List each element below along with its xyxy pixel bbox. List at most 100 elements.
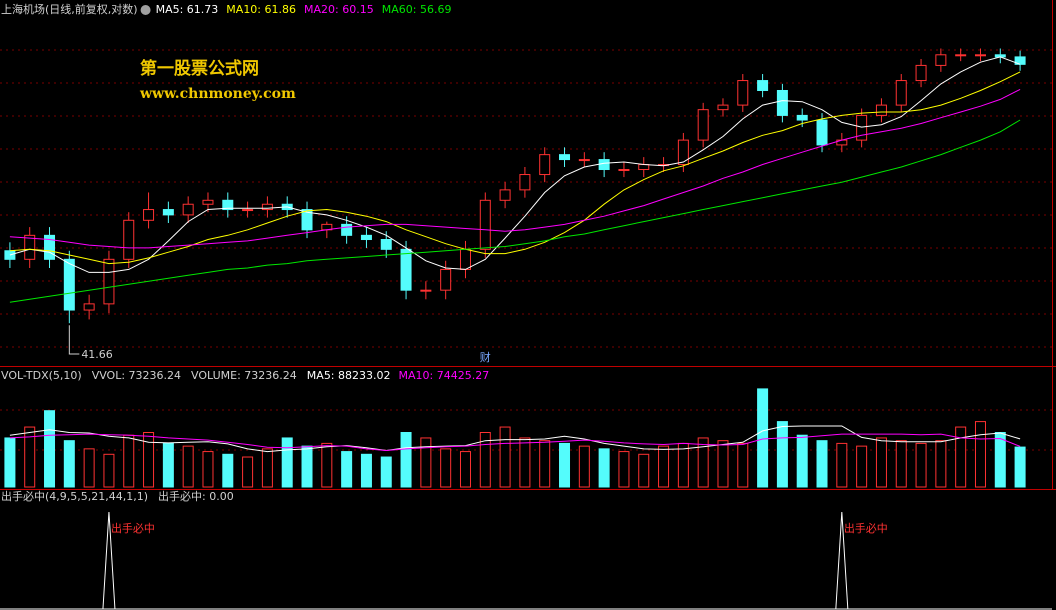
signal-label: 出手必中 bbox=[111, 521, 155, 535]
candle-body bbox=[717, 104, 729, 111]
legend-text: MA10: 61.86 bbox=[226, 3, 296, 16]
volume-bar bbox=[717, 440, 729, 488]
volume-bar bbox=[618, 451, 630, 488]
candle-body bbox=[44, 234, 56, 260]
candle-body bbox=[83, 303, 95, 311]
volume-bar bbox=[915, 442, 927, 488]
volume-bar bbox=[459, 451, 471, 488]
candle-body bbox=[341, 223, 353, 236]
volume-bar bbox=[44, 410, 56, 488]
candle-body bbox=[519, 174, 531, 191]
candle-body bbox=[618, 169, 630, 172]
volume-bar bbox=[697, 437, 709, 488]
candle-body bbox=[856, 114, 868, 141]
candle-body bbox=[301, 209, 313, 231]
candle-body bbox=[757, 80, 769, 91]
candle-body bbox=[895, 80, 907, 106]
volume-bar bbox=[242, 456, 254, 488]
signal-spike bbox=[102, 511, 116, 610]
signal-label: 出手必中 bbox=[844, 521, 888, 535]
volume-bar bbox=[935, 440, 947, 488]
candle-body bbox=[638, 164, 650, 171]
legend-text: MA5: 88233.02 bbox=[307, 369, 391, 382]
volume-bar bbox=[360, 453, 372, 488]
legend-text: MA5: 61.73 bbox=[156, 3, 219, 16]
volume-bar bbox=[796, 434, 808, 488]
legend-text: 出手必中: 0.00 bbox=[158, 489, 234, 503]
marker-label: 财 bbox=[480, 350, 491, 364]
legend-text: MA20: 60.15 bbox=[304, 3, 374, 16]
candle-body bbox=[499, 189, 511, 201]
candle-body bbox=[143, 209, 155, 221]
candle-body bbox=[816, 119, 828, 146]
legend-text: VOL-TDX(5,10) bbox=[1, 369, 82, 382]
volume-ma-line bbox=[9, 425, 1021, 453]
candle-body bbox=[380, 239, 392, 250]
legend-text: MA60: 56.69 bbox=[382, 3, 452, 16]
volume-bar bbox=[301, 445, 313, 488]
volume-bar bbox=[638, 453, 650, 488]
volume-bar bbox=[658, 445, 670, 488]
candle-body bbox=[776, 89, 788, 116]
signal-spike bbox=[835, 511, 849, 610]
volume-bar bbox=[578, 445, 590, 488]
candle-body bbox=[974, 54, 986, 57]
volume-bar bbox=[162, 442, 174, 488]
candle-body bbox=[162, 209, 174, 216]
ma-line bbox=[9, 119, 1021, 303]
volume-bar bbox=[321, 442, 333, 488]
volume-bar bbox=[24, 426, 36, 488]
menu-icon bbox=[140, 5, 151, 15]
volume-bar bbox=[63, 440, 75, 488]
volume-bar bbox=[380, 456, 392, 488]
volume-bar bbox=[776, 421, 788, 488]
candle-body bbox=[261, 203, 273, 211]
volume-ma-line bbox=[9, 433, 1021, 452]
volume-bar bbox=[737, 442, 749, 488]
volume-bar bbox=[261, 448, 273, 488]
legend-text: VOLUME: 73236.24 bbox=[191, 369, 297, 382]
volume-bar bbox=[539, 440, 551, 488]
volume-bar bbox=[341, 451, 353, 488]
volume-bar bbox=[182, 445, 194, 488]
volume-bar bbox=[143, 432, 155, 488]
candle-body bbox=[202, 199, 214, 205]
legend-text: 出手必中(4,9,5,5,21,44,1,1) bbox=[1, 489, 148, 503]
watermark: www.chnmoney.com bbox=[139, 86, 296, 102]
candle-body bbox=[559, 154, 571, 161]
candle-body bbox=[103, 258, 115, 305]
volume-bar bbox=[440, 448, 452, 488]
volume-bar bbox=[559, 442, 571, 488]
volume-bar bbox=[222, 453, 234, 488]
candle-body bbox=[578, 159, 590, 162]
candle-body bbox=[796, 114, 808, 121]
candle-body bbox=[737, 80, 749, 106]
candle-body bbox=[4, 250, 16, 260]
candle-body bbox=[400, 248, 412, 291]
candle-body bbox=[539, 154, 551, 176]
volume-bar bbox=[281, 437, 293, 488]
volume-bar bbox=[83, 448, 95, 488]
candle-body bbox=[440, 268, 452, 291]
legend-text: 上海机场(日线,前复权,对数) bbox=[1, 2, 138, 16]
candle-body bbox=[1014, 56, 1026, 65]
candle-body bbox=[875, 104, 887, 116]
candle-body bbox=[955, 54, 967, 57]
ma-line bbox=[9, 56, 1021, 273]
candle-body bbox=[182, 203, 194, 216]
candle-body bbox=[459, 248, 471, 270]
volume-bar bbox=[955, 426, 967, 488]
candle-body bbox=[123, 219, 135, 260]
volume-bar bbox=[420, 437, 432, 488]
volume-bar bbox=[123, 434, 135, 488]
volume-bar bbox=[856, 445, 868, 488]
volume-bar bbox=[202, 451, 214, 488]
legend-text: VVOL: 73236.24 bbox=[92, 369, 181, 382]
volume-bar bbox=[895, 440, 907, 488]
volume-bar bbox=[1014, 446, 1026, 488]
volume-bar bbox=[757, 388, 769, 488]
volume-bar bbox=[816, 440, 828, 488]
volume-bar bbox=[519, 437, 531, 488]
volume-bar bbox=[875, 437, 887, 488]
candle-body bbox=[935, 54, 947, 66]
